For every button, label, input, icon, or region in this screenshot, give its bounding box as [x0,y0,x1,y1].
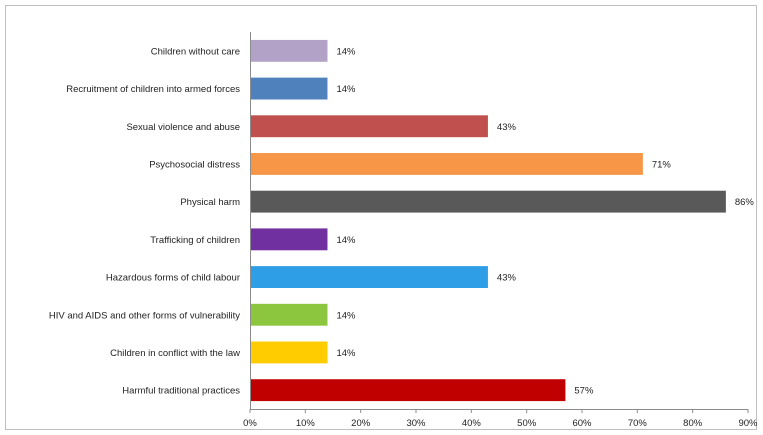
category-label-8: Children in conflict with the law [110,348,240,359]
chart-border [5,5,757,430]
data-label-6: 43% [497,273,517,284]
category-label-2: Sexual violence and abuse [126,122,240,133]
bar-6 [250,266,488,288]
data-label-0: 14% [336,46,356,57]
data-label-5: 14% [336,235,356,246]
bar-0 [250,39,328,62]
x-tick-label-1: 10% [296,418,316,429]
data-label-8: 14% [336,348,356,359]
data-label-9: 57% [574,386,594,397]
category-labels-layer: Children without care Recruitment of chil… [49,46,240,396]
category-label-3: Psychosocial distress [149,159,240,170]
x-tick-label-9: 90% [738,418,758,429]
data-label-3: 71% [652,159,672,170]
x-tick-label-2: 20% [351,418,371,429]
data-label-2: 43% [497,122,517,133]
bar-5 [250,228,328,251]
data-label-4: 86% [735,197,755,208]
category-label-9: Harmful traditional practices [122,386,240,397]
data-label-7: 14% [336,310,356,321]
bar-8 [250,341,328,364]
x-tick-label-5: 50% [517,418,537,429]
x-tick-label-8: 80% [683,418,703,429]
category-label-0: Children without care [151,46,240,57]
bar-1 [250,77,328,100]
category-label-6: Hazardous forms of child labour [106,273,240,284]
bars-layer [250,39,726,402]
data-label-1: 14% [336,84,356,95]
x-tick-label-7: 70% [628,418,648,429]
x-tick-label-4: 40% [462,418,482,429]
x-tick-label-6: 60% [572,418,592,429]
x-tick-label-0: 0% [243,418,257,429]
category-label-5: Trafficking of children [150,235,240,246]
bar-9 [250,379,566,402]
bar-4 [250,190,726,213]
x-ticks-layer: 0% 10% 20% 30% 40% 50% 60% 70% 80% 90% [243,409,758,429]
bar-7 [250,303,328,326]
category-label-4: Physical harm [180,197,240,208]
x-tick-label-3: 30% [406,418,426,429]
category-label-7: HIV and AIDS and other forms of vulnerab… [49,310,240,321]
bar-3 [250,153,643,175]
category-label-1: Recruitment of children into armed force… [66,84,240,95]
bar-2 [250,115,488,138]
data-labels-layer: 14% 14% 43% 71% 86% 14% 43% 14% 14% 57% [336,46,754,396]
